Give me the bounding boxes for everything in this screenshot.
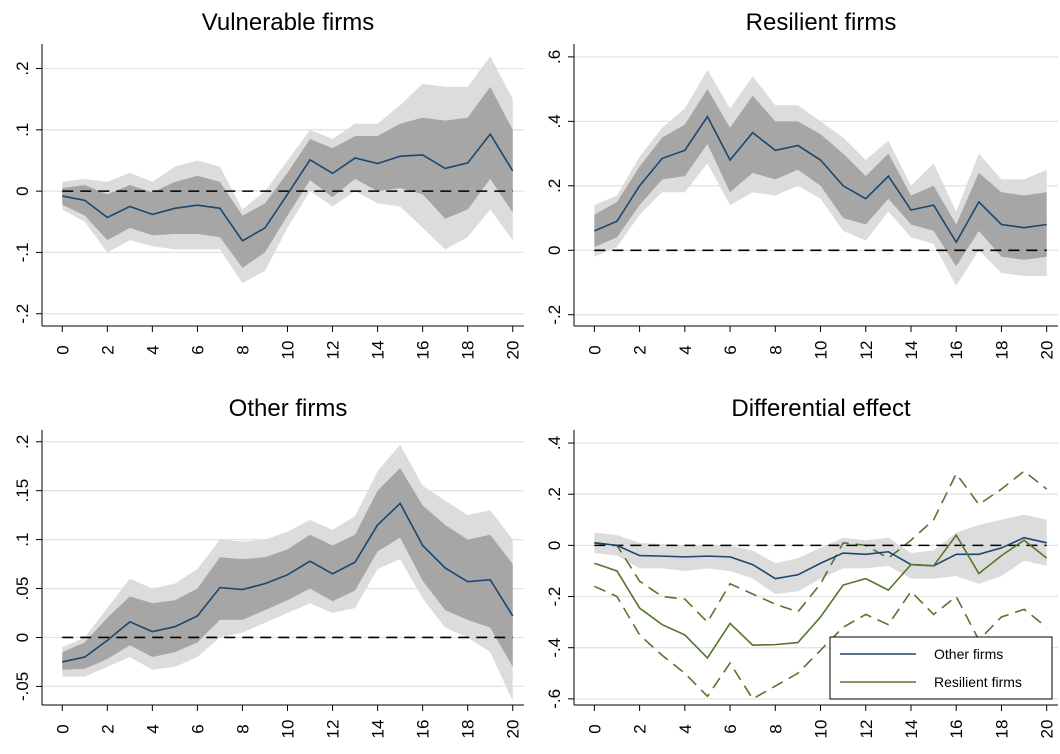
x-tick-label: 16 bbox=[947, 720, 966, 739]
x-tick-label: 20 bbox=[1038, 720, 1057, 739]
x-tick-label: 8 bbox=[233, 724, 252, 733]
x-tick-label: 10 bbox=[812, 341, 831, 360]
y-tick-label: -.2 bbox=[545, 587, 564, 607]
x-tick-label: 14 bbox=[902, 720, 921, 739]
x-tick-label: 10 bbox=[279, 720, 298, 739]
y-tick-label: -.6 bbox=[545, 689, 564, 709]
confidence-band bbox=[594, 514, 1047, 594]
band-bound bbox=[594, 470, 1048, 624]
x-tick-label: 16 bbox=[414, 720, 433, 739]
x-tick-label: 4 bbox=[143, 724, 162, 733]
series-line bbox=[594, 536, 1047, 580]
chart-title: Other firms bbox=[229, 395, 348, 422]
y-tick-label: .2 bbox=[13, 61, 32, 75]
x-tick-label: 18 bbox=[459, 720, 478, 739]
x-tick-label: 12 bbox=[324, 720, 343, 739]
x-tick-label: 4 bbox=[143, 345, 162, 354]
x-tick-label: 8 bbox=[233, 345, 252, 354]
y-tick-label: 0 bbox=[13, 633, 32, 642]
chart-title: Resilient firms bbox=[746, 9, 897, 36]
series-line bbox=[594, 533, 1048, 660]
x-tick-label: 10 bbox=[812, 720, 831, 739]
x-tick-label: 18 bbox=[992, 341, 1011, 360]
x-tick-label: 20 bbox=[1038, 341, 1057, 360]
y-tick-label: 0 bbox=[545, 246, 564, 255]
x-tick-label: 12 bbox=[857, 341, 876, 360]
x-tick-label: 20 bbox=[504, 341, 523, 360]
legend-label: Other firms bbox=[934, 646, 1003, 662]
series-line bbox=[62, 502, 514, 663]
x-tick-label: 2 bbox=[98, 724, 117, 733]
confidence-band bbox=[62, 86, 513, 268]
x-tick-label: 4 bbox=[676, 724, 695, 733]
x-tick-label: 8 bbox=[766, 345, 785, 354]
band-bound bbox=[594, 585, 1048, 700]
panel: Vulnerable firms -.2 -.1 0 .1 .2 0 2 4 6 8 10 12 14 16… bbox=[13, 9, 524, 359]
panel: Differential effect -.6 -.4 -.2 0 .2 .4 0 2 4 6 8 10… bbox=[545, 395, 1058, 738]
x-tick-label: 0 bbox=[585, 345, 604, 354]
y-tick-label: .4 bbox=[545, 114, 564, 128]
x-tick-label: 0 bbox=[53, 345, 72, 354]
chart-title: Vulnerable firms bbox=[202, 9, 375, 36]
y-tick-label: .2 bbox=[545, 487, 564, 501]
y-tick-label: .15 bbox=[13, 479, 32, 503]
y-tick-label: -.4 bbox=[545, 638, 564, 658]
series-line bbox=[62, 132, 514, 242]
y-tick-label: .05 bbox=[13, 577, 32, 601]
y-tick-label: 0 bbox=[13, 186, 32, 195]
x-tick-label: 2 bbox=[631, 724, 650, 733]
y-tick-label: .4 bbox=[545, 436, 564, 450]
x-tick-label: 6 bbox=[188, 345, 207, 354]
y-tick-label: .1 bbox=[13, 123, 32, 137]
x-tick-label: 2 bbox=[631, 345, 650, 354]
chart-title: Differential effect bbox=[731, 395, 911, 422]
confidence-band bbox=[594, 89, 1047, 267]
x-tick-label: 4 bbox=[676, 345, 695, 354]
legend-box bbox=[829, 636, 1053, 700]
x-tick-label: 6 bbox=[188, 724, 207, 733]
x-tick-label: 6 bbox=[721, 345, 740, 354]
x-tick-label: 10 bbox=[279, 341, 298, 360]
x-tick-label: 20 bbox=[504, 720, 523, 739]
panel: Resilient firms -.2 0 .2 .4 .6 0 2 4 6 8 10 12 14 16 18… bbox=[545, 9, 1058, 359]
y-tick-label: .2 bbox=[13, 435, 32, 449]
x-tick-label: 12 bbox=[857, 720, 876, 739]
y-tick-label: -.05 bbox=[13, 672, 32, 701]
x-tick-label: 0 bbox=[585, 724, 604, 733]
x-tick-label: 16 bbox=[947, 341, 966, 360]
x-tick-label: 2 bbox=[98, 345, 117, 354]
x-tick-label: 12 bbox=[324, 341, 343, 360]
y-tick-label: .6 bbox=[545, 50, 564, 64]
y-tick-label: 0 bbox=[545, 541, 564, 550]
panel: Other firms -.05 0 .05 .1 .15 .2 0 2 4 6 8 10 12 14 16 1… bbox=[13, 395, 524, 738]
x-tick-label: 8 bbox=[766, 724, 785, 733]
x-tick-label: 18 bbox=[459, 341, 478, 360]
x-tick-label: 14 bbox=[902, 341, 921, 360]
x-tick-label: 14 bbox=[369, 341, 388, 360]
x-tick-label: 0 bbox=[53, 724, 72, 733]
x-tick-label: 18 bbox=[992, 720, 1011, 739]
y-tick-label: .1 bbox=[13, 533, 32, 547]
y-tick-label: -.2 bbox=[13, 304, 32, 324]
x-tick-label: 14 bbox=[369, 720, 388, 739]
legend-label: Resilient firms bbox=[934, 674, 1022, 690]
y-tick-label: -.1 bbox=[13, 243, 32, 263]
series-line bbox=[594, 114, 1047, 244]
x-tick-label: 6 bbox=[721, 724, 740, 733]
y-tick-label: -.2 bbox=[545, 305, 564, 325]
confidence-band bbox=[62, 468, 513, 670]
y-tick-label: .2 bbox=[545, 179, 564, 193]
x-tick-label: 16 bbox=[414, 341, 433, 360]
